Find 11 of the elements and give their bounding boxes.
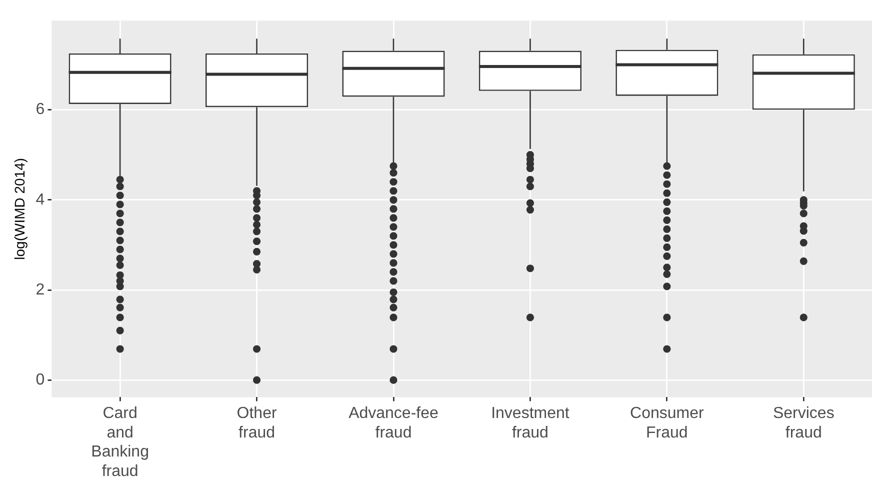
- x-tick-label: Services fraud: [772, 405, 834, 442]
- x-tick-label: Advance-fee fraud: [348, 405, 439, 442]
- y-tick-label: 2: [36, 281, 45, 298]
- x-tick-label: Consumer Fraud: [630, 405, 704, 442]
- y-axis-title: log(WIMD 2014): [11, 158, 28, 260]
- x-tick-label: Card and Banking fraud: [91, 405, 149, 480]
- x-tick-label: Other fraud: [236, 405, 278, 442]
- y-tick-label: 4: [36, 191, 45, 208]
- x-tick-label: Investment fraud: [491, 405, 570, 442]
- y-tick-label: 0: [36, 371, 45, 388]
- y-tick-label: 6: [36, 101, 45, 118]
